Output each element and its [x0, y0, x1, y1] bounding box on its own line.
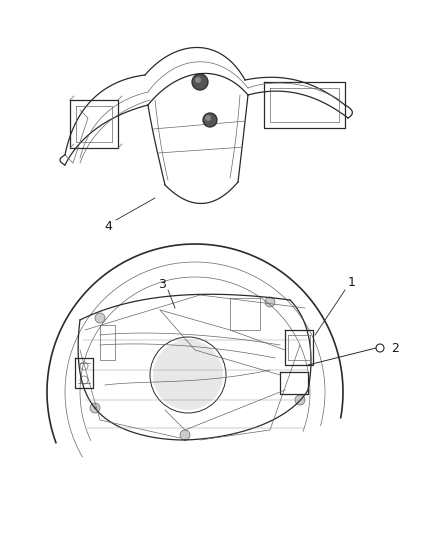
- Circle shape: [192, 74, 208, 90]
- Text: 1: 1: [348, 277, 356, 289]
- Circle shape: [180, 430, 190, 440]
- Circle shape: [90, 403, 100, 413]
- Text: 4: 4: [104, 220, 112, 232]
- Circle shape: [203, 113, 217, 127]
- Text: 3: 3: [158, 279, 166, 292]
- Circle shape: [265, 297, 275, 307]
- Text: 2: 2: [391, 342, 399, 354]
- Circle shape: [153, 340, 223, 410]
- Circle shape: [195, 77, 201, 83]
- Circle shape: [205, 115, 211, 121]
- Circle shape: [295, 395, 305, 405]
- Circle shape: [376, 344, 384, 352]
- Circle shape: [95, 313, 105, 323]
